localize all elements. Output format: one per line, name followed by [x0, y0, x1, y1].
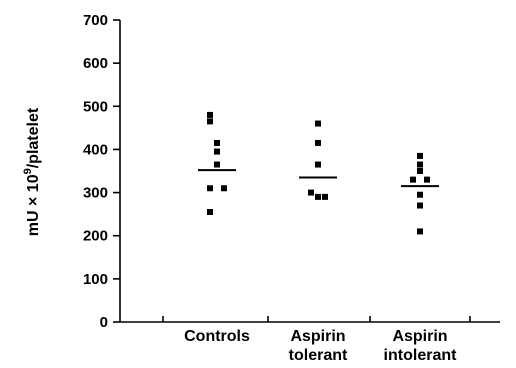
data-point: [410, 176, 416, 183]
data-point: [417, 191, 423, 198]
y-tick-label: 200: [83, 228, 108, 245]
data-point: [207, 118, 213, 125]
data-point: [417, 152, 423, 159]
y-tick-label: 100: [83, 271, 108, 288]
y-tick-label: 700: [83, 12, 108, 29]
x-category-label: Aspirin: [392, 328, 447, 345]
y-axis-group: 0 100 200 300 400 500 600 700: [83, 12, 121, 331]
data-point: [424, 176, 430, 183]
y-axis-label-suffix: /platelet: [25, 107, 42, 168]
x-category-labels: Controls Aspirin tolerant Aspirin intolerant: [184, 328, 457, 364]
y-axis-label-prefix: mU × 10: [25, 174, 42, 236]
data-point: [214, 139, 220, 146]
x-category-label: Controls: [184, 328, 250, 345]
data-point: [417, 168, 423, 174]
data-point: [207, 111, 213, 118]
data-point: [315, 161, 321, 168]
y-tick-label: 400: [83, 141, 108, 158]
data-marks: [198, 111, 439, 235]
data-point: [417, 161, 423, 168]
data-point: [322, 193, 328, 200]
data-point: [221, 185, 227, 192]
x-category-label: intolerant: [384, 347, 458, 364]
data-point: [315, 193, 321, 200]
data-point: [417, 228, 423, 235]
data-point: [214, 148, 220, 155]
y-tick-label: 600: [83, 55, 108, 72]
x-ticks: [162, 316, 471, 322]
y-tick-label: 300: [83, 185, 108, 202]
data-point: [315, 120, 321, 127]
data-point: [315, 139, 321, 146]
x-category-label: Aspirin: [290, 328, 345, 345]
x-axis-group: Controls Aspirin tolerant Aspirin intolerant: [120, 316, 500, 364]
y-tick-label: 0: [100, 314, 108, 331]
data-point: [214, 161, 220, 168]
data-point: [308, 189, 314, 196]
data-point: [207, 208, 213, 215]
x-category-label: tolerant: [289, 347, 348, 364]
y-axis-label-superscript: 9: [22, 168, 34, 174]
data-point: [207, 185, 213, 192]
y-tick-label: 500: [83, 98, 108, 115]
y-ticks: 0 100 200 300 400 500 600 700: [83, 12, 120, 331]
y-axis-label: mU × 109/platelet: [22, 107, 42, 236]
data-point: [417, 202, 423, 209]
